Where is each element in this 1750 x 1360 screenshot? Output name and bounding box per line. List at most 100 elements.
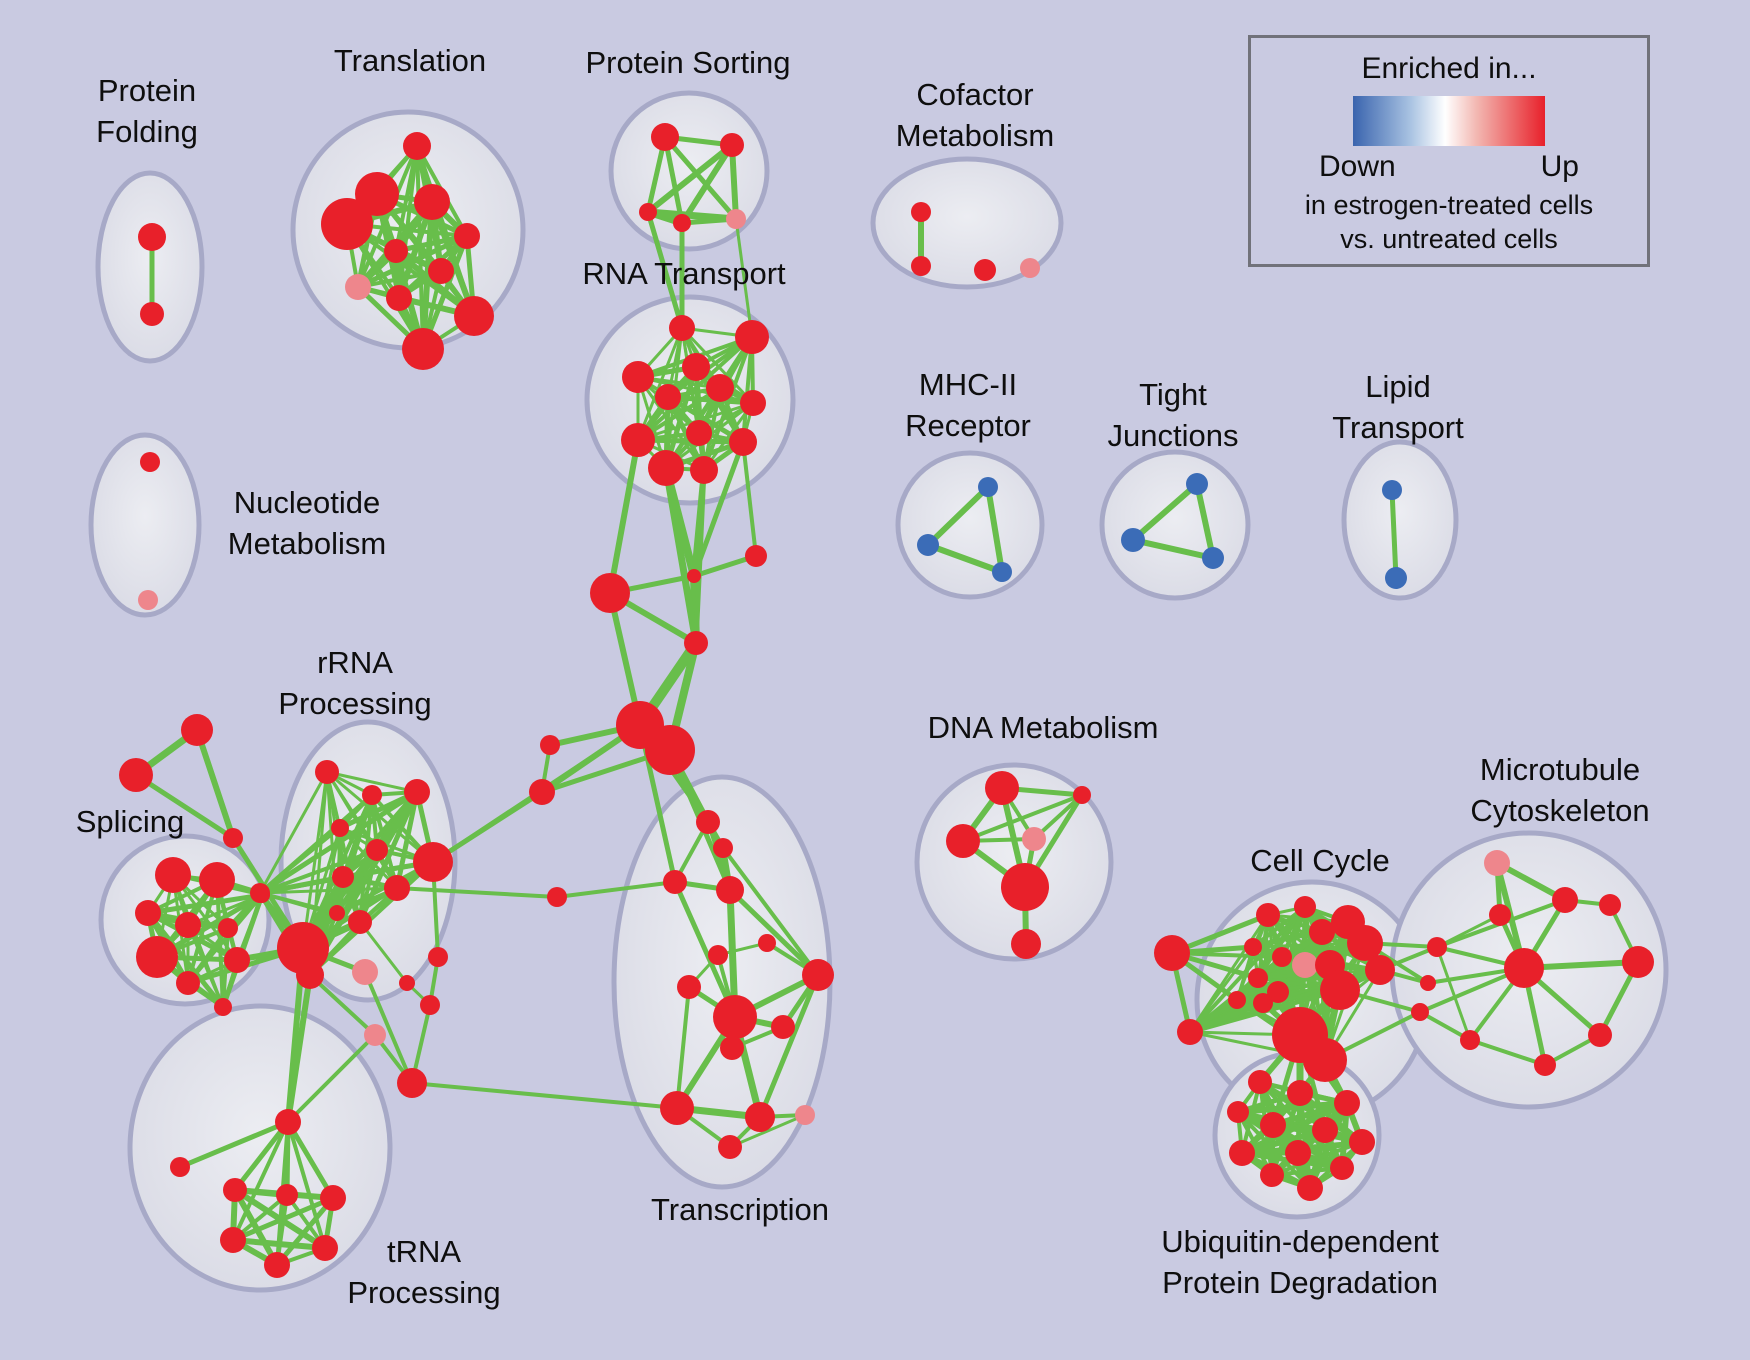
cluster-label-cofactor-line1: Cofactor — [916, 77, 1033, 112]
edge — [636, 375, 706, 472]
edge — [285, 972, 313, 1125]
node-trna-4 — [320, 1185, 346, 1211]
node-ubiquitin-3 — [1227, 1101, 1249, 1123]
node-rrna-0 — [315, 760, 339, 784]
cluster-label-tight-line1: Tight — [1139, 377, 1207, 412]
edge — [729, 142, 739, 222]
node-lipid-0 — [1382, 480, 1402, 500]
edge — [672, 879, 738, 1020]
node-splicing-9 — [214, 998, 232, 1016]
edge — [985, 484, 1005, 575]
node-cell_cycle-5 — [1309, 919, 1335, 945]
node-ubiquitin-4 — [1260, 1112, 1286, 1138]
node-protein_sorting-0 — [651, 123, 679, 151]
cluster-label-mhc-line2: Receptor — [905, 408, 1031, 443]
node-splicing-6 — [224, 947, 250, 973]
node-transcription-2 — [663, 870, 687, 894]
node-cc_satellites-2 — [1411, 1003, 1429, 1021]
cluster-label-nucleotide-line2: Metabolism — [228, 526, 387, 561]
node-trna-6 — [312, 1235, 338, 1261]
node-hub_connectors-2 — [540, 735, 560, 755]
edge — [1435, 913, 1502, 949]
node-rrna-17 — [399, 975, 415, 991]
node-cell_cycle-7 — [1292, 952, 1318, 978]
node-protein_sorting-3 — [673, 214, 691, 232]
node-splicing_satellites-2 — [223, 828, 243, 848]
node-cell_cycle-12 — [1365, 955, 1395, 985]
node-rna_transport-0 — [669, 315, 695, 341]
node-cell_cycle-15 — [1177, 1019, 1203, 1045]
cluster-label-lipid-line1: Lipid — [1365, 369, 1431, 404]
node-mhc-1 — [917, 534, 939, 556]
edge — [274, 1195, 336, 1268]
node-transcription-0 — [696, 810, 720, 834]
node-trna-2 — [223, 1178, 247, 1202]
node-tight-2 — [1202, 547, 1224, 569]
node-microtubule-7 — [1534, 1054, 1556, 1076]
node-protein_sorting-2 — [639, 203, 657, 221]
cluster-label-mhc-line1: MHC-II — [919, 367, 1017, 402]
edge — [693, 467, 707, 646]
cluster-label-trna-line2: Processing — [347, 1275, 500, 1310]
node-dna-0 — [985, 771, 1019, 805]
node-rna_transport-10 — [648, 450, 684, 486]
node-rna_transport-6 — [740, 390, 766, 416]
cluster-label-protein_sorting: Protein Sorting — [585, 45, 790, 80]
node-rrna-8 — [277, 922, 329, 974]
node-splicing-3 — [175, 912, 201, 938]
nodes — [119, 123, 1654, 1278]
node-trna-3 — [276, 1184, 298, 1206]
edge — [734, 217, 754, 339]
edge — [662, 464, 700, 647]
node-dna-4 — [1001, 863, 1049, 911]
cluster-label-microtubule-line1: Microtubule — [1480, 752, 1640, 787]
node-hub_connectors-6 — [687, 569, 701, 583]
node-microtubule-8 — [1460, 1030, 1480, 1050]
node-hub_connectors-8 — [684, 631, 708, 655]
cluster-label-trna-line1: tRNA — [387, 1234, 461, 1269]
node-rna_transport-2 — [682, 353, 710, 381]
cluster-label-nucleotide-line1: Nucleotide — [234, 485, 380, 520]
edge — [961, 793, 1084, 843]
edge — [1239, 1127, 1328, 1156]
node-ubiquitin-11 — [1297, 1175, 1323, 1201]
edge — [325, 770, 419, 794]
node-ubiquitin-7 — [1229, 1140, 1255, 1166]
node-rrna-12 — [296, 961, 324, 989]
edge — [741, 440, 758, 558]
node-tight-1 — [1121, 528, 1145, 552]
node-dna-5 — [1011, 929, 1041, 959]
node-cell_cycle-17 — [1303, 1038, 1347, 1082]
edge — [1130, 481, 1200, 543]
edge — [258, 848, 379, 895]
node-microtubule-9 — [1427, 937, 1447, 957]
legend-gradient-bar — [1353, 96, 1545, 146]
node-rrna-6 — [384, 875, 410, 901]
node-rna_transport-3 — [622, 361, 654, 393]
node-rrna-3 — [331, 819, 349, 837]
cluster-label-dna: DNA Metabolism — [928, 710, 1159, 745]
edge — [231, 1120, 290, 1242]
node-rna_transport-5 — [655, 384, 681, 410]
edge — [232, 1119, 291, 1193]
cluster-ellipse-tight — [1099, 449, 1251, 601]
edge — [177, 1119, 291, 1170]
edge — [757, 972, 821, 1120]
node-ubiquitin-6 — [1349, 1129, 1375, 1155]
node-splicing-2 — [135, 900, 161, 926]
legend-box: Enriched in... Down Up in estrogen-treat… — [1248, 35, 1650, 267]
node-cell_cycle-0 — [1256, 903, 1280, 927]
node-splicing_satellites-0 — [181, 714, 213, 746]
edge — [286, 1033, 377, 1124]
node-translation-7 — [345, 274, 371, 300]
cluster-label-protein_folding-line1: Protein — [98, 73, 196, 108]
edge — [925, 542, 1005, 575]
cluster-ellipse-lipid — [1341, 439, 1459, 601]
node-trna-5 — [220, 1227, 246, 1253]
node-protein_sorting-1 — [720, 133, 744, 157]
edge — [1435, 945, 1472, 1042]
node-rna_transport-7 — [686, 420, 712, 446]
edge — [727, 887, 821, 978]
node-translation-1 — [355, 172, 399, 216]
